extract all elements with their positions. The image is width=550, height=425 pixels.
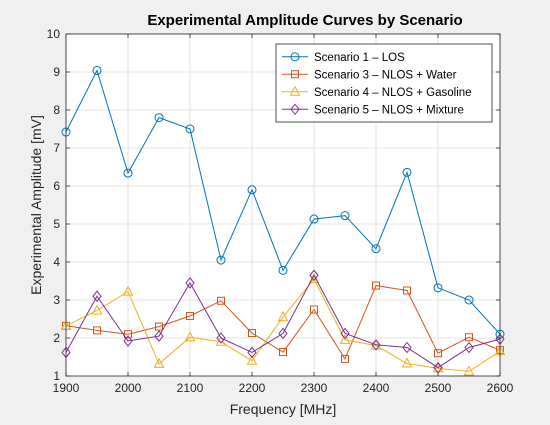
x-tick-label: 2100 — [177, 381, 204, 395]
data-point — [402, 341, 412, 354]
data-point — [434, 349, 442, 358]
x-tick-label: 2000 — [115, 381, 142, 395]
data-point — [433, 283, 443, 293]
y-tick-label: 3 — [53, 293, 60, 307]
data-point — [185, 124, 195, 134]
data-point — [124, 330, 132, 339]
data-point — [186, 311, 194, 320]
series-2 — [62, 281, 504, 363]
series-line — [65, 278, 501, 372]
x-axis-label: Frequency [MHz] — [230, 401, 337, 417]
y-axis-label: Experimental Amplitude [mV] — [28, 115, 44, 295]
data-point — [279, 348, 287, 357]
data-point — [92, 290, 102, 303]
data-point — [372, 281, 380, 290]
x-tick-label: 2500 — [425, 381, 452, 395]
y-tick-label: 10 — [47, 27, 61, 41]
data-point — [92, 65, 102, 75]
data-point — [277, 311, 289, 322]
legend-label: Scenario 4 – NLOS + Gasoline — [314, 87, 472, 99]
data-point — [154, 113, 164, 123]
data-point — [247, 185, 257, 195]
data-point — [217, 296, 225, 305]
data-point — [340, 211, 350, 221]
data-point — [216, 255, 226, 265]
x-tick-label: 2300 — [301, 381, 328, 395]
y-tick-label: 7 — [53, 141, 60, 155]
series-4 — [61, 269, 505, 374]
legend-swatch-marker — [290, 103, 300, 116]
data-point — [309, 269, 319, 282]
data-point — [216, 332, 226, 344]
series-line — [65, 69, 501, 335]
legend-swatch-marker — [291, 70, 299, 79]
data-point — [402, 167, 412, 177]
x-tick-label: 2200 — [239, 381, 266, 395]
data-point — [465, 333, 473, 342]
legend-item: Scenario 5 – NLOS + Mixture — [282, 103, 464, 116]
data-point — [153, 357, 165, 368]
legend-box — [275, 43, 493, 123]
data-point — [154, 330, 164, 342]
legend-swatch-marker — [289, 85, 301, 96]
data-point — [464, 341, 474, 354]
legend: Scenario 1 – LOS Scenario 3 – NLOS + Wate… — [275, 43, 493, 123]
data-point — [248, 329, 256, 338]
data-point — [463, 365, 475, 376]
data-point — [123, 168, 133, 178]
y-tick-label: 6 — [53, 179, 60, 193]
data-point — [185, 277, 195, 289]
data-point — [401, 357, 413, 368]
y-tick-label: 2 — [53, 331, 60, 345]
data-point — [341, 354, 349, 363]
series-line — [65, 274, 501, 369]
data-point — [278, 265, 288, 275]
axis-ticks: 1900 2000 2100 2200 2300 2400 2500 2600 1 2 3 4 5 6 7 8… — [47, 27, 514, 395]
legend-label: Scenario 3 – NLOS + Water — [314, 69, 457, 81]
data-point — [310, 305, 318, 314]
data-point — [247, 346, 257, 359]
x-tick-label: 2600 — [487, 381, 514, 395]
legend-item: Scenario 4 – NLOS + Gasoline — [282, 85, 472, 99]
legend-item: Scenario 3 – NLOS + Water — [282, 69, 457, 81]
data-point — [371, 339, 381, 351]
y-tick-label: 9 — [53, 65, 60, 79]
y-tick-label: 1 — [53, 369, 60, 383]
legend-label: Scenario 1 – LOS — [314, 52, 405, 64]
y-tick-label: 4 — [53, 255, 60, 269]
series-line — [65, 285, 501, 360]
data-point — [246, 354, 258, 365]
x-tick-label: 2400 — [363, 381, 390, 395]
legend-label: Scenario 5 – NLOS + Mixture — [314, 104, 464, 116]
legend-swatch-marker — [290, 52, 300, 62]
data-point — [278, 327, 288, 340]
data-point — [215, 335, 227, 346]
data-point — [122, 285, 134, 296]
chart-title: Experimental Amplitude Curves by Scenari… — [147, 12, 462, 29]
data-point — [123, 335, 133, 347]
data-point — [371, 244, 381, 254]
data-point — [309, 214, 319, 224]
data-point — [155, 322, 163, 331]
y-tick-label: 8 — [53, 103, 60, 117]
data-point — [308, 273, 320, 284]
data-point — [464, 295, 474, 305]
plot-frame — [65, 33, 501, 377]
data-point — [403, 286, 411, 295]
data-point — [340, 327, 350, 340]
data-point — [184, 331, 196, 342]
x-tick-label: 1900 — [53, 381, 80, 395]
data-point — [339, 333, 351, 344]
y-tick-label: 5 — [53, 217, 60, 231]
data-point — [91, 304, 103, 315]
data-point — [93, 326, 101, 335]
legend-item: Scenario 1 – LOS — [282, 52, 405, 64]
